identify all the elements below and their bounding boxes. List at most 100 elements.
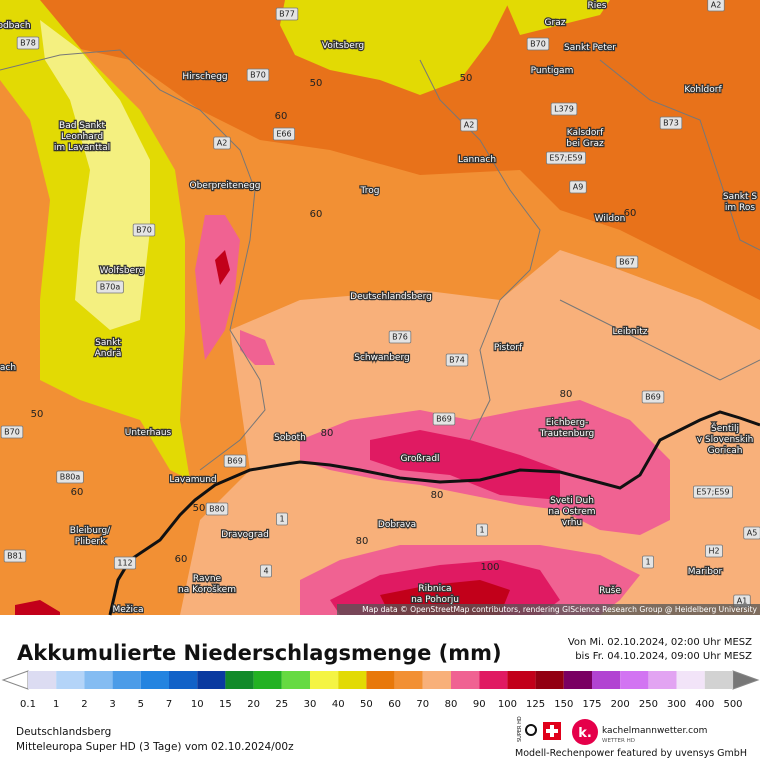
footer: Deutschlandsberg Mitteleuropa Super HD (… <box>16 716 747 759</box>
place-label: Sankt <box>95 338 121 348</box>
road-number: A1 <box>737 597 748 606</box>
place-label: Mežica <box>113 605 144 615</box>
road-number: B77 <box>279 10 295 19</box>
place-label: Bleiburg/ <box>70 526 111 536</box>
legend-scale: 0.1 1 2 3 5 7 10 15 20 25 30 40 50 60 70 80 90 100 125 150 1… <box>20 671 743 710</box>
legend-label: 7 <box>166 699 172 710</box>
region <box>280 0 510 95</box>
road-number: A2 <box>464 121 475 130</box>
region <box>505 0 610 35</box>
place-label: Pistorf <box>494 343 523 353</box>
road-badge <box>260 564 272 578</box>
brand-logo <box>572 719 598 745</box>
place-label: Oberpreitenegg <box>189 181 260 191</box>
road-badge <box>743 526 760 540</box>
road-number: B80 <box>209 505 225 514</box>
road-number: B74 <box>449 356 465 365</box>
place-label: ach <box>0 363 16 373</box>
road-label: B70 <box>526 37 550 51</box>
place-label: Sankt Peter <box>564 43 616 53</box>
road-number: B70 <box>530 40 546 49</box>
legend-label: 2 <box>81 699 87 710</box>
legend-box <box>140 671 169 689</box>
legend-box <box>592 671 621 689</box>
legend-box <box>281 671 310 689</box>
place-label: Kalsdorf <box>567 128 604 138</box>
place-label: Trog <box>360 186 380 196</box>
contour-label: 100 <box>480 562 499 573</box>
contour-label: 80 <box>560 389 573 400</box>
road-number: B69 <box>645 393 661 402</box>
attribution-bg <box>337 604 760 615</box>
legend-box <box>84 671 113 689</box>
place-label: Ribnica <box>418 584 451 594</box>
contour-label: 50 <box>310 78 323 89</box>
brand-sub: WETTER HD <box>602 738 635 744</box>
contour-label: 60 <box>624 208 637 219</box>
road-label: B76 <box>388 330 412 344</box>
road-label: A2 <box>213 136 231 150</box>
legend-box <box>479 671 508 689</box>
road-label: B69 <box>223 454 247 468</box>
legend-label: 0.1 <box>20 699 36 710</box>
road-label: A2 <box>707 0 725 12</box>
road-number: L379 <box>554 105 574 114</box>
road-label: B70 <box>0 425 24 439</box>
road-number: E66 <box>276 130 291 139</box>
legend-label: 400 <box>695 699 714 710</box>
road-badge <box>550 102 578 116</box>
road-label: B80a <box>56 470 84 484</box>
road-label: B78 <box>16 36 40 50</box>
road-label: B77 <box>275 7 299 21</box>
legend-label: 3 <box>109 699 115 710</box>
legend-label: 5 <box>138 699 144 710</box>
legend-label: 40 <box>332 699 345 710</box>
legend-label: 125 <box>526 699 545 710</box>
road-label: A9 <box>569 180 587 194</box>
place-label: Puntigam <box>531 66 574 76</box>
place-label: Bad Sankt <box>59 121 105 131</box>
place-label: Sveti Duh <box>550 496 594 506</box>
place-label: Trautenburg <box>539 429 595 439</box>
legend-label: 1 <box>53 699 59 710</box>
legend-label: 10 <box>191 699 204 710</box>
place-label: Šentilj <box>711 422 739 434</box>
brand: kachelmannwetter.com <box>602 726 707 736</box>
legend-box <box>676 671 705 689</box>
road-label: L379 <box>550 102 578 116</box>
place-label: v Slovenskih <box>697 435 754 445</box>
road-label: B70 <box>132 223 156 237</box>
place-label: Wolfsberg <box>100 266 145 276</box>
place-label: Goricah <box>708 446 743 456</box>
road-label: B70 <box>246 68 270 82</box>
legend-box <box>563 671 592 689</box>
model-info: Mitteleuropa Super HD (3 Tage) vom 02.10… <box>16 741 294 753</box>
place-label: Leibnitz <box>612 327 647 337</box>
road-label: 112 <box>113 556 137 570</box>
road-label: A2 <box>460 118 478 132</box>
contour-label: 60 <box>310 209 323 220</box>
road-badge <box>16 36 40 50</box>
legend-box <box>225 671 254 689</box>
place-label: Sankt S <box>723 192 758 202</box>
road-label: B70a <box>96 280 124 294</box>
legend-box <box>28 671 57 689</box>
legend-label: 90 <box>473 699 486 710</box>
place-label: na Pohorju <box>411 595 459 605</box>
place-label: im Ros <box>725 203 755 213</box>
period: bis Fr. 04.10.2024, 09:00 Uhr MESZ <box>575 651 752 662</box>
legend-box <box>56 671 85 689</box>
legend-box <box>422 671 451 689</box>
region <box>40 20 150 330</box>
road-number: A9 <box>573 183 584 192</box>
place-label: Lannach <box>458 155 496 165</box>
contour-label: 80 <box>431 490 444 501</box>
legend-box <box>253 671 282 689</box>
road-number: B81 <box>7 552 23 561</box>
road-label: 4 <box>260 564 272 578</box>
road-badge <box>460 118 478 132</box>
region <box>370 430 560 500</box>
legend-box <box>535 671 564 689</box>
legend-label: 50 <box>360 699 373 710</box>
